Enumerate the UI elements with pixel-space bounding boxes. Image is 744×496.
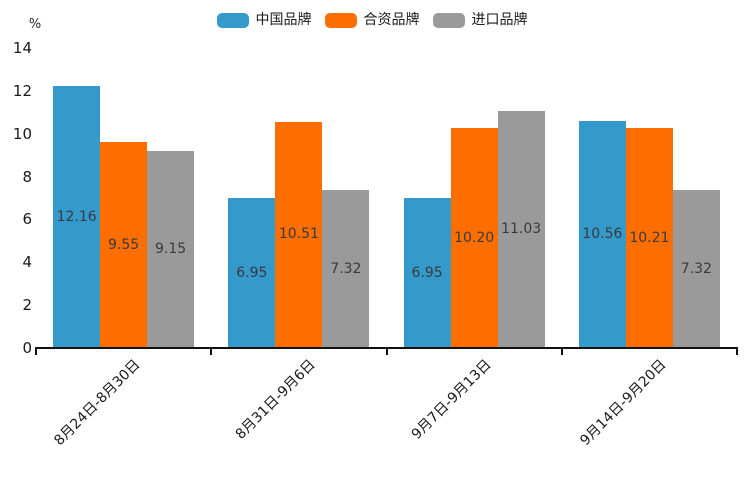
x-axis-tick	[385, 349, 388, 355]
legend: 中国品牌 合资品牌 进口品牌	[0, 12, 744, 28]
bar-value-label: 7.32	[680, 260, 712, 277]
bar-中国品牌	[578, 120, 626, 347]
x-axis-tick	[736, 349, 738, 355]
y-tick-label: 0	[22, 339, 32, 357]
bar-value-label: 10.21	[629, 229, 670, 246]
y-tick-label: 8	[22, 167, 32, 186]
bar-进口品牌	[147, 150, 195, 347]
y-tick-label: 4	[22, 253, 32, 272]
y-tick-label: 2	[22, 296, 32, 315]
bar-合资品牌	[625, 128, 673, 347]
x-tick-label: 9月14日-9月20日	[577, 356, 670, 449]
legend-item-进口品牌: 进口品牌	[432, 12, 528, 28]
legend-label: 中国品牌	[255, 12, 312, 28]
bar-进口品牌	[497, 110, 545, 347]
y-axis-unit-label: %	[28, 17, 42, 32]
bar-合资品牌	[450, 128, 498, 347]
y-tick-label: 14	[12, 39, 32, 57]
bar-value-label: 10.56	[582, 225, 623, 242]
bar-中国品牌	[228, 198, 276, 347]
x-axis-tick	[35, 349, 37, 355]
bar-value-label: 7.32	[330, 260, 362, 277]
bar-合资品牌	[100, 142, 148, 347]
bar-value-label: 10.20	[454, 229, 495, 246]
bar-value-label: 12.16	[56, 208, 97, 225]
bar-value-label: 9.15	[155, 240, 187, 257]
x-tick-label: 8月24日-8月30日	[51, 356, 144, 449]
y-tick-label: 6	[22, 210, 32, 229]
bar-value-label: 6.95	[411, 264, 443, 281]
bar-进口品牌	[672, 190, 720, 347]
bar-中国品牌	[53, 86, 101, 347]
legend-item-中国品牌: 中国品牌	[216, 12, 312, 28]
legend-swatch-icon	[324, 12, 357, 28]
bar-value-label: 10.51	[278, 226, 319, 243]
x-axis-line	[35, 347, 738, 349]
bar-value-label: 11.03	[501, 220, 542, 237]
y-tick-label: 12	[12, 81, 32, 100]
x-tick-label: 9月7日-9月13日	[408, 356, 495, 443]
bar-合资品牌	[275, 121, 323, 347]
bar-value-label: 6.95	[236, 264, 268, 281]
legend-swatch-icon	[216, 12, 249, 28]
x-axis-tick	[560, 349, 563, 355]
bar-value-label: 9.55	[108, 236, 140, 253]
bar-中国品牌	[403, 198, 451, 347]
legend-label: 合资品牌	[363, 12, 420, 28]
bar-进口品牌	[322, 190, 370, 347]
x-axis-tick	[210, 349, 213, 355]
legend-item-合资品牌: 合资品牌	[324, 12, 420, 28]
legend-label: 进口品牌	[471, 12, 528, 28]
legend-swatch-icon	[432, 12, 465, 28]
x-tick-label: 8月31日-9月6日	[232, 356, 319, 443]
y-tick-label: 10	[12, 124, 32, 143]
